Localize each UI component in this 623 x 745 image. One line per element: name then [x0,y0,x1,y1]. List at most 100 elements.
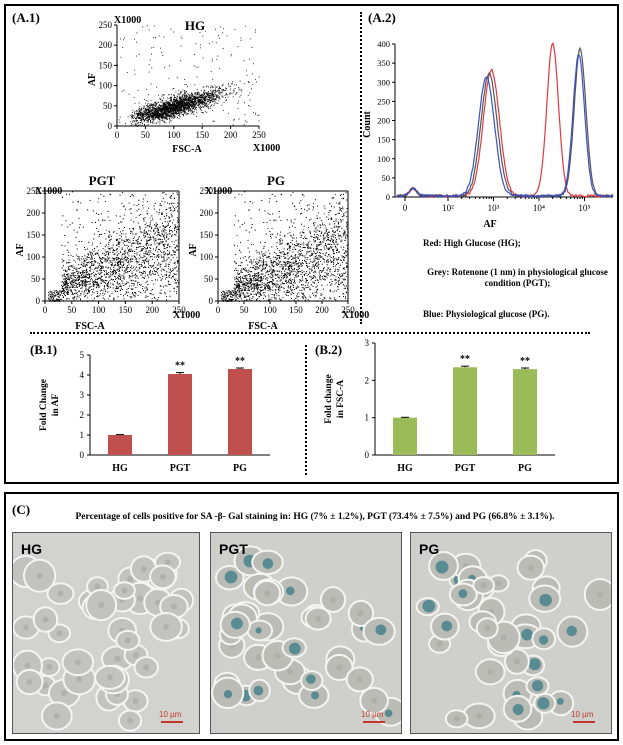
scatter-hg: 0 50 100 150 200 250 0 50 100 150 200 250 HG X1000 X10… [87,15,280,155]
scatter-xtick-label-pg: 0 [216,305,221,315]
scatter-xtick-label-pgt: 250 [172,305,186,315]
nucleus [23,624,30,631]
micrograph-texture-2 [411,533,611,733]
bar-ytick-label-fsc: 3 [365,338,370,348]
stain-spot [458,589,468,599]
bar-category-label-af: PGT [170,463,191,474]
scatter-ytick-label-hg: 250 [99,20,113,30]
stain-spot [441,620,453,632]
nucleus [159,573,166,580]
nucleus [127,575,134,582]
histogram-xtick-label: 10³ [488,203,500,213]
stain-spot [224,570,238,584]
scatter-xtick-label-pgt: 50 [67,305,77,315]
scatter-ytick-label-pgt: 100 [27,252,41,262]
micrograph-texture-1 [211,533,401,733]
scatter-ytick-label-pgt: 0 [36,296,41,306]
scatter-pgt: 0 50 100 150 200 250 0 50 100 150 200 250 PGT X1000 X1… [15,173,200,332]
scale-text-pgt: 10 µm [361,710,384,719]
bar-ytick-label-af: 0 [80,450,85,460]
nucleus [286,668,293,675]
significance-mark-fsc: ** [460,354,470,365]
stain-spot [288,642,301,655]
nucleus [46,664,53,671]
stain-spot [311,691,320,700]
nucleus [371,697,378,704]
scatter-ytick-label-pg: 200 [200,208,214,218]
stain-spot [262,558,274,569]
stain-spot [521,628,533,641]
histogram-ylabel: Count [362,110,373,137]
stain-spot [422,599,436,613]
nucleus [255,654,262,661]
scatter-ytick-label-hg: 100 [99,81,113,91]
bar-chart-af: 0 1 2 3 4 5 HG PGT ** PG ** Fold Change in AF [39,350,270,474]
stain-spot [435,560,449,574]
panel-label-b2: (B.2) [315,342,343,357]
legend-blue: Blue: Physiological glucose (PG). [423,309,550,319]
scatter-xtick-label-hg: 100 [167,130,181,140]
nucleus [124,637,131,644]
histogram-group: 0 50 100 150 200 250 300 350 400 0 10² 10³ 10⁴ 10⁵ AF C… [362,39,614,230]
nucleus [61,690,68,697]
bar-ylabel-line1-fsc: Fold change [324,374,334,423]
scatter-multiplier-x-pgt: X1000 [173,310,200,321]
scatter-ylabel-pgt: AF [15,243,26,256]
nucleus [436,640,443,647]
nucleus [94,583,101,590]
legend-grey: Grey: Rotenone (1 nm) in physiological g… [427,267,608,288]
panel-label-a1: (A.1) [12,10,40,25]
scatter-points-hg [117,25,260,127]
scatter-ylabel-pg: AF [188,243,199,256]
nucleus [127,717,134,724]
scatter-multiplier-x-pg: X1000 [342,310,369,321]
scatter-title-pg: PG [267,173,285,188]
nucleus [453,715,460,722]
bar-category-label-fsc: HG [397,463,413,474]
scatter-xtick-label-hg: 0 [115,130,120,140]
scatter-ytick-label-pgt: 200 [27,208,41,218]
stain-spot [306,674,316,684]
nucleus [315,615,322,622]
histogram-ytick-label: 0 [386,192,390,202]
micrograph-hg: HG 10 µm [12,532,200,734]
micrograph-label-pg: PG [419,541,440,557]
histogram-ytick-label: 200 [377,116,390,126]
scatter-xtick-label-pgt: 150 [119,305,133,315]
nucleus [480,582,487,589]
nucleus [132,697,139,704]
divider-vertical-top [360,12,362,324]
nucleus [527,564,534,571]
scatter-points-pg [220,191,349,302]
scatter-multiplier-y-hg: X1000 [114,15,141,26]
scatter-xtick-label-hg: 50 [141,130,151,140]
histogram-xlabel: AF [483,219,496,230]
scatter-multiplier-y-pg: X1000 [205,186,232,197]
nucleus [357,610,364,617]
bar-af-pgt [168,374,192,455]
nucleus [42,616,49,623]
nucleus [264,590,271,597]
scatter-ytick-label-pgt: 150 [27,230,41,240]
stain-spot [538,635,549,645]
bar-af-pg [228,369,252,455]
histogram-xtick-label: 10⁵ [578,203,590,213]
stain-spot [531,680,544,692]
scatter-xtick-label-pg: 200 [315,305,329,315]
nucleus [513,658,520,665]
bar-ytick-label-af: 5 [80,350,85,360]
histogram-ytick-label: 300 [377,77,390,87]
scatter-xtick-label-hg: 200 [224,130,238,140]
bar-ylabel-line1-af: Fold Change [39,379,49,431]
scatter-xtick-label-pg: 50 [240,305,250,315]
nucleus [98,602,105,609]
nucleus [356,676,363,683]
histogram-ytick-label: 100 [377,154,390,164]
nucleus [53,713,60,720]
scatter-xtick-label-pgt: 0 [43,305,48,315]
stain-spot [537,697,550,710]
stain-spot [285,586,295,596]
scale-text-pg: 10 µm [571,710,594,719]
panel-label-b1: (B.1) [30,342,58,357]
scatter-xlabel-pg: FSC-A [248,321,278,332]
